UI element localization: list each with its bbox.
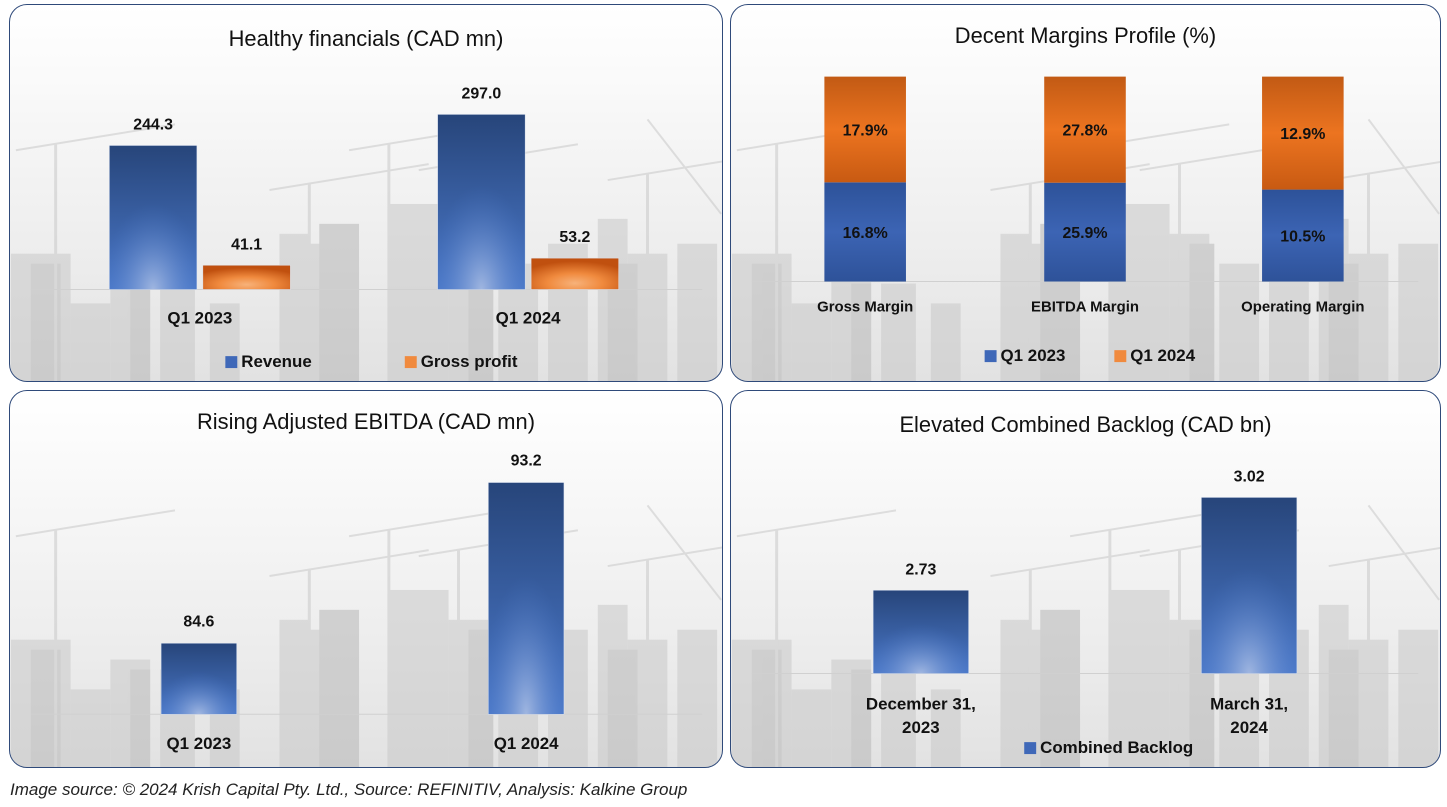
chart-combined-backlog: Elevated Combined Backlog (CAD bn) 2.73 De… — [731, 412, 1440, 767]
legend: Revenue Gross profit — [225, 352, 518, 371]
data-label: 244.3 — [133, 117, 173, 134]
panel-combined-backlog: Elevated Combined Backlog (CAD bn) 2.73 De… — [730, 390, 1441, 768]
bar-highlight — [488, 482, 564, 715]
chart-healthy-financials: Healthy financials (CAD mn) 244.3 41.1 Q1 2… — [10, 26, 722, 381]
category-label: December 31, — [866, 694, 976, 713]
data-label: 10.5% — [1280, 229, 1325, 246]
skyline-background — [731, 118, 1440, 381]
skyline-background — [10, 504, 722, 767]
panel-healthy-financials: Healthy financials (CAD mn) 244.3 41.1 Q1 2… — [9, 4, 723, 382]
legend-label: Gross profit — [421, 352, 518, 371]
skyline-background — [731, 504, 1440, 767]
category-label: EBITDA Margin — [1031, 298, 1139, 315]
data-label: 41.1 — [231, 236, 262, 253]
panel-margins-profile: Decent Margins Profile (%) 16.8% 17.9% Gros… — [730, 4, 1441, 382]
data-label: 16.8% — [843, 225, 888, 242]
legend-label: Revenue — [241, 352, 311, 371]
data-label: 17.9% — [843, 122, 888, 139]
category-label: Q1 2024 — [494, 734, 559, 753]
bar-highlight — [873, 590, 969, 674]
bar-gross-profit — [530, 257, 619, 290]
legend-label: Q1 2023 — [1001, 346, 1066, 365]
legend: Combined Backlog — [1024, 738, 1193, 757]
skyline-background — [10, 118, 722, 381]
panel-adjusted-ebitda: Rising Adjusted EBITDA (CAD mn) 84.6 Q1 20… — [9, 390, 723, 768]
bar-highlight — [1201, 497, 1297, 674]
data-label: 3.02 — [1234, 469, 1265, 486]
data-label: 2.73 — [905, 561, 936, 578]
data-label: 297.0 — [461, 86, 501, 103]
bar-segment-q1-2023 — [1262, 189, 1344, 282]
data-label: 84.6 — [183, 613, 214, 630]
category-label: 2024 — [1230, 718, 1268, 737]
bar-highlight — [109, 145, 197, 290]
bar-segment-q1-2024 — [1262, 76, 1344, 190]
bar-segment-q1-2024 — [1044, 76, 1126, 183]
chart-title: Healthy financials (CAD mn) — [229, 26, 504, 51]
data-label: 53.2 — [559, 229, 590, 246]
chart-title: Decent Margins Profile (%) — [955, 23, 1216, 48]
legend-swatch-blue — [984, 350, 997, 363]
legend-swatch-orange — [404, 356, 417, 369]
data-label: 25.9% — [1062, 225, 1107, 242]
chart-title: Rising Adjusted EBITDA (CAD mn) — [197, 409, 535, 434]
legend-label: Q1 2024 — [1130, 346, 1195, 365]
data-label: 93.2 — [511, 453, 542, 470]
data-label: 27.8% — [1062, 123, 1107, 140]
bar-segment-q1-2024 — [824, 76, 906, 183]
category-label: Q1 2023 — [167, 308, 232, 327]
category-label: 2023 — [902, 718, 940, 737]
legend: Q1 2023 Q1 2024 — [984, 346, 1196, 365]
category-label: Q1 2023 — [166, 734, 231, 753]
bar-segment-q1-2023 — [824, 182, 906, 282]
category-label: Gross Margin — [817, 298, 913, 315]
chart-title: Elevated Combined Backlog (CAD bn) — [899, 412, 1271, 437]
legend-swatch-blue — [1024, 742, 1037, 755]
bar-highlight — [437, 114, 526, 290]
source-footer: Image source: © 2024 Krish Capital Pty. … — [10, 780, 688, 799]
chart-adjusted-ebitda: Rising Adjusted EBITDA (CAD mn) 84.6 Q1 20… — [10, 409, 722, 767]
category-label: Operating Margin — [1241, 298, 1364, 315]
legend-swatch-blue — [225, 356, 238, 369]
bar-gross-profit — [202, 265, 291, 290]
bar-segment-q1-2023 — [1044, 182, 1126, 282]
chart-margins-profile: Decent Margins Profile (%) 16.8% 17.9% Gros… — [731, 23, 1440, 381]
category-label: Q1 2024 — [496, 308, 561, 327]
data-label: 12.9% — [1280, 126, 1325, 143]
category-label: March 31, — [1210, 694, 1288, 713]
legend-swatch-orange — [1114, 350, 1127, 363]
legend-label: Combined Backlog — [1040, 738, 1193, 757]
bar-highlight — [161, 643, 237, 715]
